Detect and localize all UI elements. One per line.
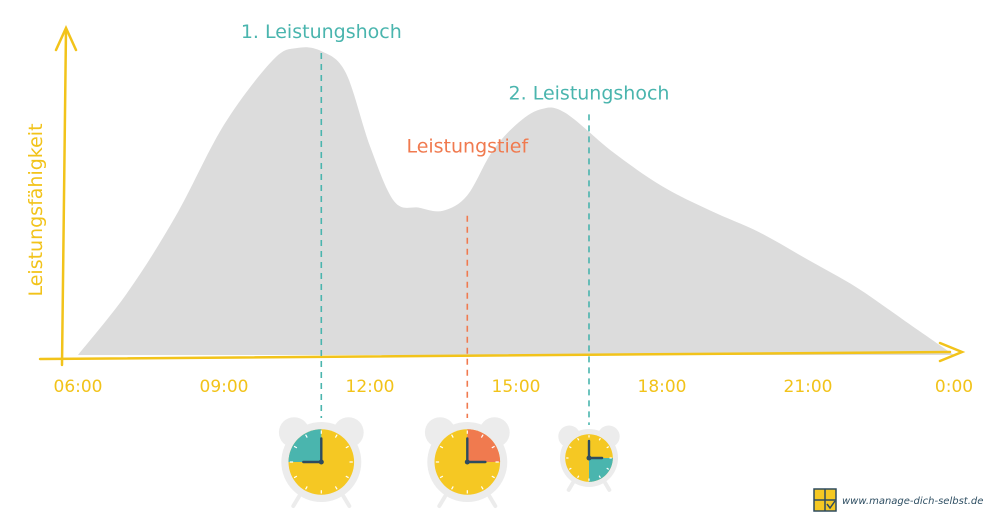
annotation-label: 2. Leistungshoch: [509, 82, 670, 104]
alarm-clock-icon: [424, 417, 510, 508]
brand-url[interactable]: www.manage-dich-selbst.de: [842, 496, 983, 507]
annotation-label: 1. Leistungshoch: [241, 21, 402, 43]
x-tick-label: 06:00: [54, 377, 103, 397]
annotation-label: Leistungstief: [406, 136, 529, 158]
y-axis: [60, 28, 68, 367]
x-tick-label: 15:00: [492, 377, 541, 397]
x-tick-label: 18:00: [638, 377, 687, 397]
x-tick-label: 12:00: [346, 377, 395, 397]
x-axis-arrowhead: [938, 341, 966, 363]
x-tick-label: 21:00: [784, 377, 833, 397]
brand-logo[interactable]: www.manage-dich-selbst.de: [813, 488, 983, 512]
y-axis-arrowhead: [54, 24, 78, 52]
alarm-clock-icon: [278, 417, 364, 508]
alarm-clock-icon: [558, 425, 620, 492]
x-tick-label: 09:00: [200, 377, 249, 397]
x-axis: [38, 350, 952, 361]
x-tick-label: 0:00: [935, 377, 973, 397]
y-axis-label: Leistungsfähigkeit: [25, 123, 47, 296]
performance-area: [78, 47, 954, 355]
